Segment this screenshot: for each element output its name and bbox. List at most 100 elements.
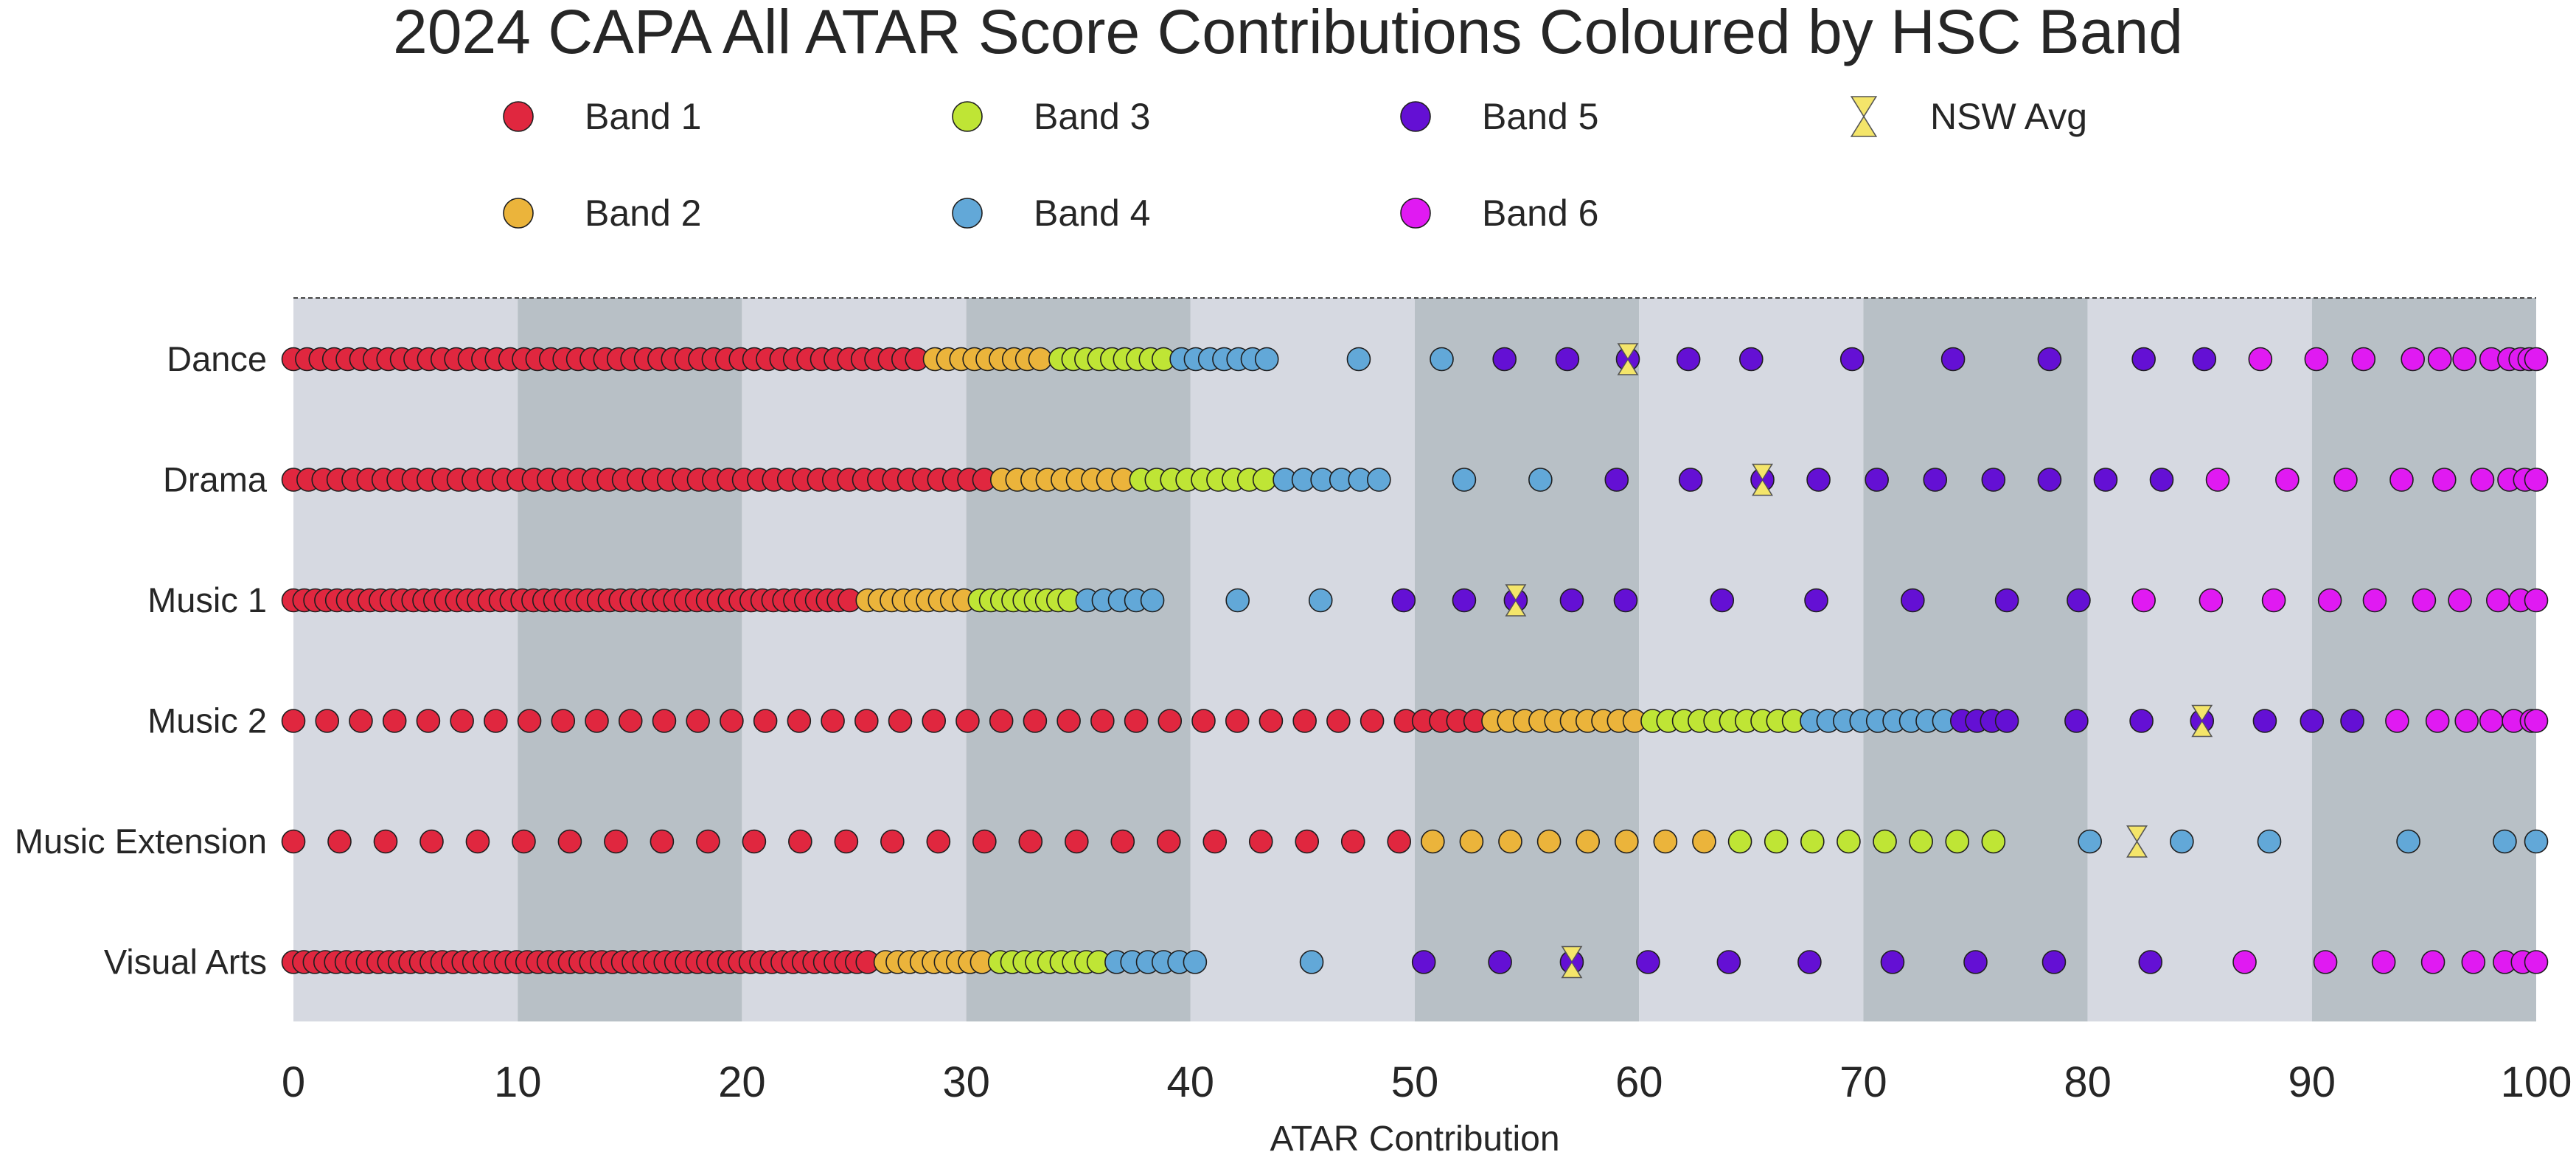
- point-drama-band-6: [2524, 468, 2549, 492]
- point-music-extension-band-3: [1800, 829, 1825, 854]
- point-dance-band-5: [1739, 347, 1764, 372]
- point-dance-band-6: [2427, 347, 2452, 372]
- x-tick-20: 20: [718, 1058, 766, 1106]
- shade-band-50: [1415, 298, 1640, 1021]
- point-music-2-band-6: [2479, 709, 2504, 733]
- point-music-1-band-6: [2412, 588, 2437, 613]
- y-label-music-2: Music 2: [147, 701, 267, 740]
- point-music-extension-band-2: [1421, 829, 1445, 854]
- point-music-extension-band-1: [1387, 829, 1412, 854]
- point-music-2-band-1: [416, 709, 441, 733]
- x-tick-100: 100: [2501, 1058, 2572, 1106]
- point-music-2-band-1: [1124, 709, 1149, 733]
- point-music-extension-band-4: [2524, 829, 2549, 854]
- point-music-1-band-6: [2362, 588, 2387, 613]
- point-visual-arts-band-5: [2041, 950, 2067, 974]
- legend-label-band-4: Band 4: [1034, 192, 1150, 234]
- point-music-extension-band-1: [512, 829, 536, 854]
- point-music-extension-band-1: [373, 829, 398, 854]
- point-drama-band-5: [2037, 468, 2062, 492]
- row-dance: [281, 343, 2549, 375]
- point-music-1-band-6: [2261, 588, 2286, 613]
- legend-label-band-3: Band 3: [1034, 96, 1150, 137]
- data-points: [281, 343, 2549, 979]
- x-tick-80: 80: [2064, 1058, 2112, 1106]
- point-music-extension-band-1: [1064, 829, 1089, 854]
- y-label-music-1: Music 1: [147, 580, 267, 620]
- point-music-2-band-1: [1259, 709, 1284, 733]
- point-music-1-band-5: [1710, 588, 1735, 613]
- point-music-extension-band-4: [2493, 829, 2517, 854]
- point-visual-arts-band-6: [2313, 950, 2338, 974]
- x-axis-ticks: 0 10 20 30 40 50 60 70 80 90 100: [282, 1058, 2572, 1106]
- point-music-extension-band-1: [1110, 829, 1135, 854]
- point-music-extension-band-4: [2078, 829, 2102, 854]
- point-music-extension-band-1: [281, 829, 306, 854]
- point-dance-band-4: [1346, 347, 1371, 372]
- point-music-2-band-1: [1023, 709, 1048, 733]
- point-music-2-band-5: [2300, 709, 2325, 733]
- point-music-extension-band-3: [1727, 829, 1752, 854]
- point-visual-arts-band-6: [2420, 950, 2446, 974]
- point-music-1-band-5: [1804, 588, 1828, 613]
- y-label-drama: Drama: [163, 460, 268, 499]
- point-music-extension-band-2: [1536, 829, 1562, 854]
- point-dance-band-5: [1492, 347, 1517, 372]
- point-music-1-band-6: [2131, 588, 2156, 613]
- point-dance-band-5: [1940, 347, 1966, 372]
- point-dance-band-6: [2401, 347, 2425, 372]
- point-music-1-band-6: [2448, 588, 2472, 613]
- legend-label-band-6: Band 6: [1482, 192, 1598, 234]
- nsw-avg-overlap-music-2: [2195, 712, 2209, 730]
- point-drama-band-4: [1528, 468, 1553, 492]
- point-drama-band-6: [2389, 468, 2414, 492]
- point-music-2-band-1: [349, 709, 373, 733]
- point-music-extension-band-1: [1156, 829, 1181, 854]
- shade-band-10: [518, 298, 742, 1021]
- legend-item-band-4: Band 4: [952, 192, 1150, 234]
- legend-label-nsw-avg: NSW Avg: [1930, 96, 2087, 137]
- row-music-extension: [281, 825, 2549, 858]
- y-axis-labels: Dance Drama Music 1 Music 2 Music Extension V…: [15, 339, 268, 982]
- legend-marker-band-3: [952, 101, 983, 132]
- point-music-1-band-5: [1901, 588, 1925, 613]
- point-music-extension-band-3: [1764, 829, 1789, 854]
- point-music-2-band-5: [1994, 709, 2019, 733]
- point-music-extension-band-1: [327, 829, 352, 854]
- point-music-2-band-1: [450, 709, 474, 733]
- point-music-extension-band-1: [1248, 829, 1273, 854]
- shade-band-20: [742, 298, 967, 1021]
- point-music-extension-band-1: [1295, 829, 1320, 854]
- point-drama-band-6: [2205, 468, 2230, 492]
- x-tick-30: 30: [942, 1058, 990, 1106]
- nsw-avg-overlap-dance: [1621, 350, 1635, 368]
- point-drama-band-5: [1806, 468, 1831, 492]
- point-music-2-band-1: [484, 709, 508, 733]
- shade-band-70: [1863, 298, 2088, 1021]
- point-dance-band-5: [2037, 347, 2062, 372]
- point-visual-arts-band-5: [1488, 950, 1512, 974]
- point-music-extension-band-3: [1981, 829, 2006, 854]
- point-drama-band-5: [1865, 468, 1889, 492]
- point-visual-arts-band-5: [1880, 950, 1905, 974]
- point-music-2-band-1: [888, 709, 913, 733]
- point-visual-arts-band-6: [2524, 950, 2549, 974]
- point-drama-band-6: [2333, 468, 2358, 492]
- point-dance-band-5: [2192, 347, 2217, 372]
- legend-item-band-5: Band 5: [1400, 96, 1598, 137]
- legend-item-nsw-avg: NSW Avg: [1850, 96, 2087, 137]
- point-drama-band-5: [1981, 468, 2006, 492]
- point-music-2-band-6: [2425, 709, 2450, 733]
- point-drama-band-5: [2093, 468, 2118, 492]
- point-music-1-band-5: [1994, 588, 2019, 613]
- point-music-2-band-1: [517, 709, 542, 733]
- point-music-2-band-1: [1090, 709, 1115, 733]
- point-music-2-band-6: [2385, 709, 2409, 733]
- point-music-extension-band-1: [834, 829, 859, 854]
- shade-band-30: [966, 298, 1191, 1021]
- legend-item-band-3: Band 3: [952, 96, 1150, 137]
- point-music-2-band-1: [955, 709, 980, 733]
- x-tick-50: 50: [1391, 1058, 1439, 1106]
- point-music-extension-band-2: [1653, 829, 1678, 854]
- point-drama-band-4: [1452, 468, 1477, 492]
